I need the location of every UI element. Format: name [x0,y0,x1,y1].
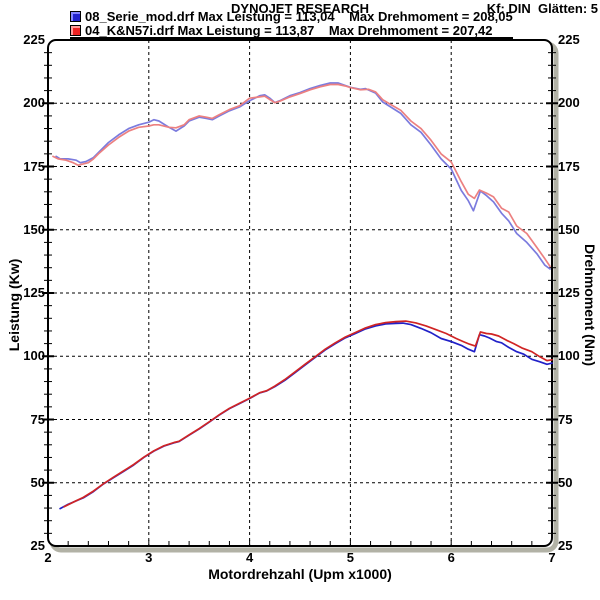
x-axis-tick-label: 5 [346,550,354,565]
legend-entry-label: 04_K&N57i.drf Max Leistung = 113,87 Max … [85,23,493,38]
y-axis-tick-label-right: 200 [558,95,580,111]
page-title: DYNOJET RESEARCH [231,1,369,16]
y-axis-tick-label-right: 50 [558,474,573,490]
y-axis-tick-label-right: 175 [558,158,580,174]
x-axis-tick-label: 7 [548,550,556,565]
y-axis-tick-label-right: 25 [558,538,573,553]
y-axis-tick-label-left: 150 [23,221,45,237]
y-axis-tick-label-right: 100 [558,348,580,364]
x-axis-tick-label: 4 [245,550,254,565]
x-axis-tick-label: 3 [145,550,153,565]
legend-entry-serie-mod[interactable]: 08_Serie_mod.drf Max Leistung = 113,04 M… [70,9,513,24]
y-axis-tick-label-right: 125 [558,285,580,300]
y-axis-title-right: Drehmoment (Nm) [582,243,598,367]
legend-entry-label: 08_Serie_mod.drf Max Leistung = 113,04 M… [85,9,513,24]
y-axis-tick-label-left: 50 [30,474,45,490]
y-axis-tick-label-right: 225 [558,32,580,47]
x-axis-tick-label: 6 [447,550,455,565]
legend: 08_Serie_mod.drf Max Leistung = 113,04 M… [70,9,513,40]
x-axis-title: Motordrehzahl (Upm x1000) [208,566,392,582]
series-color-swatch-blue-icon [70,11,81,22]
legend-entry-kn57i[interactable]: 04_K&N57i.drf Max Leistung = 113,87 Max … [70,23,513,39]
y-axis-tick-label-left: 125 [23,285,45,300]
y-axis-title-left: Leistung (Kw) [6,258,22,352]
x-axis-tick-label: 2 [44,550,52,565]
series-color-swatch-red-icon [70,25,81,36]
y-axis-tick-label-left: 225 [23,32,45,47]
y-axis-tick-label-left: 100 [23,348,45,364]
y-axis-tick-label-left: 25 [30,538,45,553]
y-axis-tick-label-left: 175 [23,158,45,174]
y-axis-tick-label-right: 150 [558,221,580,237]
y-axis-tick-label-right: 75 [558,411,573,427]
smoothing-settings-label: Kf: DIN Glätten: 5 [486,1,598,16]
y-axis-tick-label-left: 75 [30,411,45,427]
y-axis-tick-label-left: 200 [23,95,45,111]
